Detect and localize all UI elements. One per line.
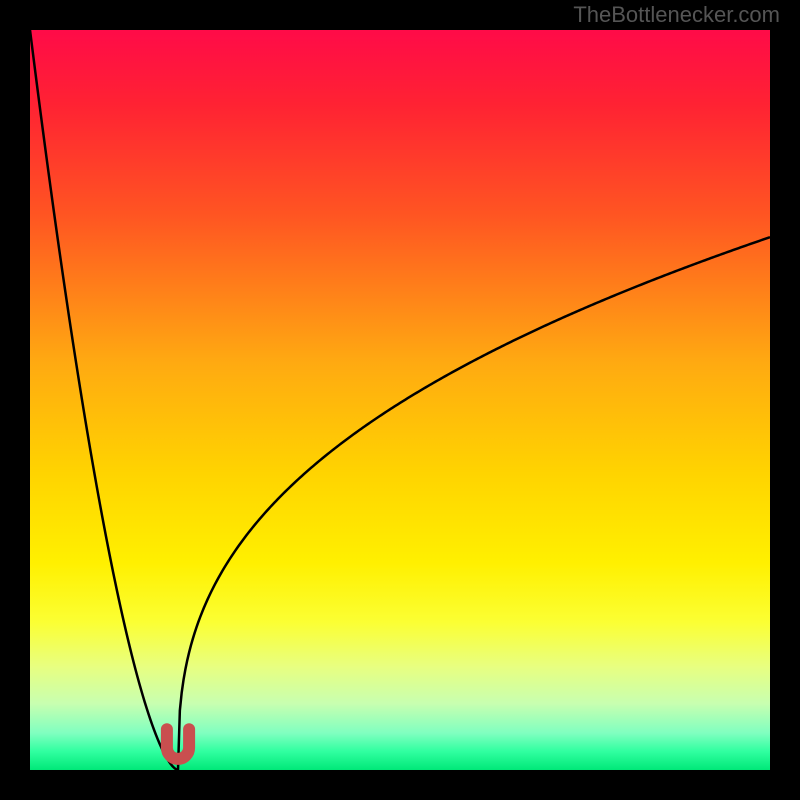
chart-container: { "watermark": { "text": "TheBottlenecke… <box>0 0 800 800</box>
watermark-text: TheBottlenecker.com <box>573 2 780 28</box>
plot-background <box>30 30 770 770</box>
bottleneck-chart <box>0 0 800 800</box>
